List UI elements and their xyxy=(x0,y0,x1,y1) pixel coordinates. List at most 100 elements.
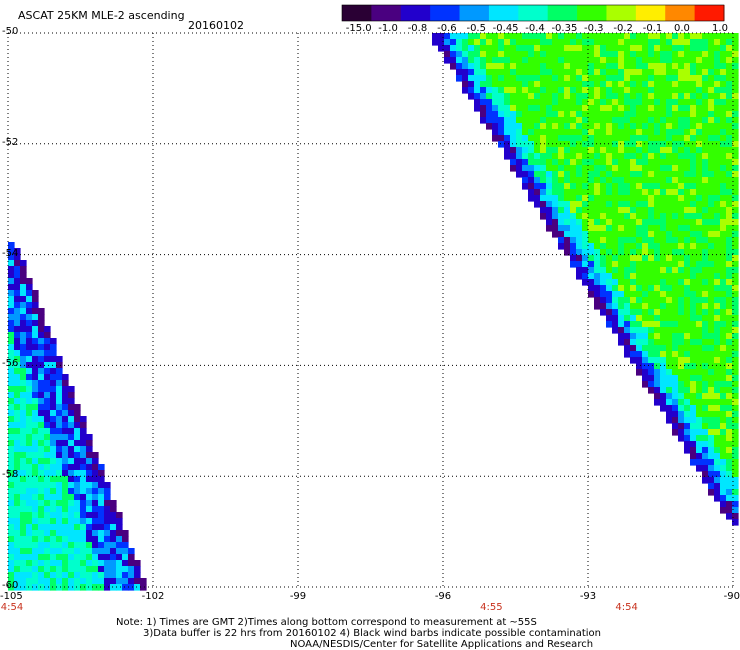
swath-cell xyxy=(690,303,697,310)
swath-cell xyxy=(684,405,691,412)
swath-cell xyxy=(654,345,661,352)
swath-cell xyxy=(600,285,607,292)
swath-cell xyxy=(20,428,27,435)
swath-cell xyxy=(104,554,111,561)
swath-cell xyxy=(654,39,661,46)
swath-cell xyxy=(642,273,649,280)
swath-cell xyxy=(68,488,75,495)
swath-cell xyxy=(684,81,691,88)
swath-cell xyxy=(684,195,691,202)
swath-cell xyxy=(678,351,685,358)
swath-cell xyxy=(516,99,523,106)
swath-cell xyxy=(618,45,625,52)
swath-cell xyxy=(86,542,93,549)
swath-cell xyxy=(714,57,721,64)
swath-cell xyxy=(528,57,535,64)
swath-cell xyxy=(642,201,649,208)
swath-cell xyxy=(678,309,685,316)
swath-cell xyxy=(480,57,487,64)
swath-cell xyxy=(618,315,625,322)
swath-cell xyxy=(600,279,607,286)
swath-cell xyxy=(642,237,649,244)
swath-cell xyxy=(92,554,99,561)
swath-cell xyxy=(26,572,33,579)
swath-cell xyxy=(606,255,613,262)
swath-cell xyxy=(660,297,667,304)
swath-cell xyxy=(510,45,517,52)
swath-cell xyxy=(666,111,673,118)
swath-cell xyxy=(720,417,727,424)
swath-cell xyxy=(654,165,661,172)
swath-cell xyxy=(14,506,21,513)
swath-cell xyxy=(534,195,541,202)
swath-cell xyxy=(690,297,697,304)
swath-cell xyxy=(666,315,673,322)
swath-cell xyxy=(128,572,135,579)
swath-cell xyxy=(122,536,129,543)
swath-cell xyxy=(32,572,39,579)
swath-cell xyxy=(618,333,625,340)
swath-cell xyxy=(20,542,27,549)
swath-cell xyxy=(732,495,739,502)
swath-cell xyxy=(648,357,655,364)
swath-cell xyxy=(654,297,661,304)
colorbar-swatch xyxy=(694,5,725,21)
swath-cell xyxy=(32,506,39,513)
swath-cell xyxy=(642,183,649,190)
swath-cell xyxy=(660,177,667,184)
swath-cell xyxy=(498,33,505,40)
swath-cell xyxy=(630,309,637,316)
swath-cell xyxy=(50,530,57,537)
swath-cell xyxy=(726,423,733,430)
swath-cell xyxy=(612,105,619,112)
swath-cell xyxy=(690,63,697,70)
swath-cell xyxy=(702,105,709,112)
swath-cell xyxy=(612,327,619,334)
swath-cell xyxy=(20,434,27,441)
swath-cell xyxy=(576,39,583,46)
swath-cell xyxy=(522,177,529,184)
swath-cell xyxy=(702,249,709,256)
swath-cell xyxy=(468,51,475,58)
swath-cell xyxy=(8,482,15,489)
swath-cell xyxy=(702,393,709,400)
swath-cell xyxy=(14,302,21,309)
swath-cell xyxy=(134,566,141,573)
swath-cell xyxy=(690,69,697,76)
swath-cell xyxy=(714,45,721,52)
swath-cell xyxy=(696,171,703,178)
swath-cell xyxy=(720,123,727,130)
swath-cell xyxy=(696,351,703,358)
swath-cell xyxy=(702,87,709,94)
swath-cell xyxy=(62,410,69,417)
swath-cell xyxy=(636,225,643,232)
swath-cell xyxy=(576,159,583,166)
swath-cell xyxy=(672,159,679,166)
swath-cell xyxy=(612,291,619,298)
swath-cell xyxy=(714,261,721,268)
swath-cell xyxy=(660,333,667,340)
swath-cell xyxy=(732,147,739,154)
swath-cell xyxy=(618,123,625,130)
swath-cell xyxy=(726,141,733,148)
swath-cell xyxy=(594,87,601,94)
swath-cell xyxy=(612,129,619,136)
swath-cell xyxy=(522,45,529,52)
swath-cell xyxy=(672,357,679,364)
swath-cell xyxy=(708,45,715,52)
swath-cell xyxy=(14,308,21,315)
swath-cell xyxy=(540,45,547,52)
swath-cell xyxy=(660,63,667,70)
swath-cell xyxy=(56,458,63,465)
swath-cell xyxy=(678,369,685,376)
swath-cell xyxy=(666,159,673,166)
swath-cell xyxy=(516,93,523,100)
swath-cell xyxy=(666,381,673,388)
swath-cell xyxy=(74,464,81,471)
swath-cell xyxy=(732,123,739,130)
swath-cell xyxy=(684,321,691,328)
swath-cell xyxy=(474,45,481,52)
swath-cell xyxy=(564,117,571,124)
swath-cell xyxy=(642,93,649,100)
swath-cell xyxy=(594,297,601,304)
